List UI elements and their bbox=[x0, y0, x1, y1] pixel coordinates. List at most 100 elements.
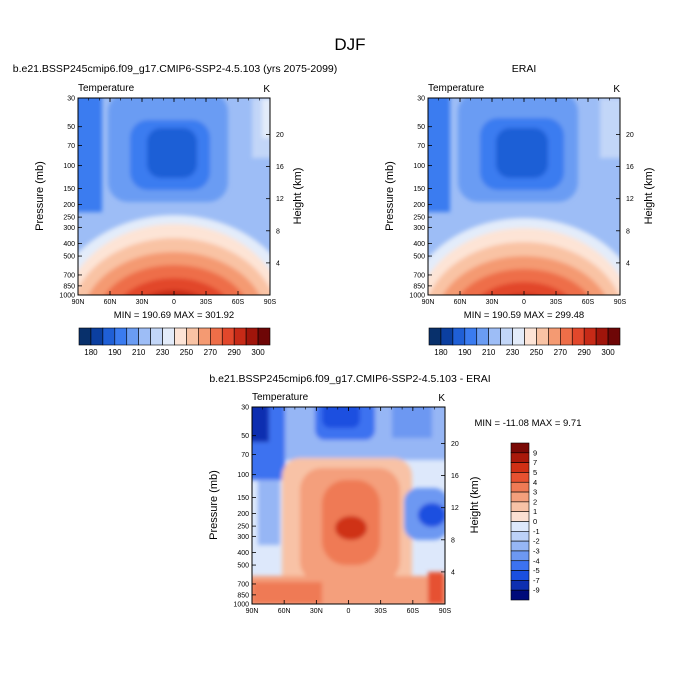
model-colorbar-box bbox=[102, 327, 116, 346]
difference-colorbar-box bbox=[510, 481, 530, 493]
diff-region-surface-right-hot bbox=[428, 572, 444, 604]
model-pressure-axis-title: Pressure (mb) bbox=[34, 161, 46, 231]
obs-x-tick-label: 90S bbox=[614, 299, 627, 306]
model-colorbar-box bbox=[78, 327, 92, 346]
diff-region-right-cold-blob bbox=[418, 503, 445, 527]
obs-y-tick-label: 850 bbox=[413, 283, 425, 290]
obs-y-tick-label: 30 bbox=[417, 96, 425, 103]
model-y-tick-label: 1000 bbox=[59, 293, 75, 300]
model-x-tick-label: 30N bbox=[136, 299, 149, 306]
model-height-tick-label: 12 bbox=[276, 196, 284, 203]
obs-colorbar-box bbox=[512, 327, 525, 346]
difference-colorbar-box bbox=[510, 521, 530, 532]
difference-colorbar-box bbox=[510, 589, 530, 601]
model-y-tick-label: 100 bbox=[63, 163, 75, 170]
model-colorbar: 180 190 210 230 250 270 290 300 bbox=[78, 327, 271, 357]
model-colorbar-box bbox=[186, 327, 199, 346]
difference-colorbar-box bbox=[510, 531, 530, 542]
difference-colorbar-label: -4 bbox=[533, 556, 540, 565]
difference-colorbar-label: 9 bbox=[533, 448, 537, 457]
model-colorbar-label: 230 bbox=[156, 348, 170, 357]
obs-y-tick-label: 250 bbox=[413, 215, 425, 222]
obs-y-tick-label: 300 bbox=[413, 225, 425, 232]
model-x-tick-label: 30S bbox=[200, 299, 213, 306]
obs-colorbar-box bbox=[595, 327, 609, 346]
obs-units-label: K bbox=[613, 84, 620, 95]
obs-colorbar-label: 180 bbox=[434, 348, 448, 357]
obs-panel-title: ERAI bbox=[512, 63, 537, 75]
model-colorbar-label: 270 bbox=[204, 348, 218, 357]
difference-colorbar-label: -9 bbox=[533, 586, 540, 595]
diff-region-surface-warm-left bbox=[252, 582, 322, 604]
difference-y-tick-label: 100 bbox=[237, 472, 249, 479]
difference-colorbar-box bbox=[510, 491, 530, 503]
model-colorbar-box bbox=[90, 327, 104, 346]
model-colorbar-box bbox=[257, 327, 271, 346]
model-colorbar-box bbox=[138, 327, 151, 346]
model-height-axis-title: Height (km) bbox=[292, 168, 304, 225]
model-colorbar-label: 180 bbox=[84, 348, 98, 357]
difference-y-tick-label: 50 bbox=[241, 433, 249, 440]
obs-height-tick-label: 12 bbox=[626, 196, 634, 203]
obs-colorbar-box bbox=[571, 327, 585, 346]
difference-colorbar-box bbox=[510, 442, 530, 454]
obs-pressure-axis-title: Pressure (mb) bbox=[384, 161, 396, 231]
diff-region-upper-center-colder bbox=[322, 407, 360, 428]
obs-y-tick-label: 700 bbox=[413, 272, 425, 279]
obs-colorbar-box bbox=[583, 327, 597, 346]
difference-height-tick-label: 20 bbox=[451, 441, 459, 448]
model-colorbar-box bbox=[174, 327, 187, 346]
obs-x-tick-label: 0 bbox=[522, 299, 526, 306]
difference-variable-label: Temperature bbox=[252, 392, 309, 403]
model-y-tick-label: 500 bbox=[63, 254, 75, 261]
model-colorbar-box bbox=[162, 327, 175, 346]
model-y-tick-label: 200 bbox=[63, 202, 75, 209]
model-colorbar-box bbox=[245, 327, 259, 346]
difference-colorbar-box bbox=[510, 452, 530, 463]
model-y-tick-label: 400 bbox=[63, 241, 75, 248]
obs-colorbar-label: 210 bbox=[482, 348, 496, 357]
obs-y-tick-label: 50 bbox=[417, 124, 425, 131]
difference-height-axis-title: Height (km) bbox=[469, 477, 481, 534]
model-height-tick-label: 4 bbox=[276, 260, 280, 267]
model-x-tick-label: 0 bbox=[172, 299, 176, 306]
obs-colorbar-box bbox=[476, 327, 489, 346]
diff-region-hot-core bbox=[335, 516, 367, 540]
model-colorbar-label: 190 bbox=[108, 348, 122, 357]
obs-region-tropical-cold-core bbox=[496, 128, 548, 178]
difference-x-tick-label: 90N bbox=[246, 608, 259, 615]
model-y-tick-label: 250 bbox=[63, 215, 75, 222]
difference-height-tick-label: 8 bbox=[451, 537, 455, 544]
difference-colorbar-box bbox=[510, 560, 530, 571]
difference-colorbar-box bbox=[510, 501, 530, 512]
obs-height-tick-label: 20 bbox=[626, 132, 634, 139]
model-y-tick-label: 300 bbox=[63, 225, 75, 232]
difference-x-tick-label: 0 bbox=[347, 608, 351, 615]
model-x-tick-label: 90S bbox=[264, 299, 277, 306]
obs-colorbar-box bbox=[488, 327, 501, 346]
model-panel: b.e21.BSSP245cmip6.f09_g17.CMIP6-SSP2-4.… bbox=[13, 63, 338, 357]
diff-region-left-mid-cool bbox=[258, 480, 280, 545]
diff-region-upper-right-cool bbox=[392, 407, 432, 438]
difference-x-tick-label: 60N bbox=[278, 608, 291, 615]
obs-colorbar-box bbox=[428, 327, 442, 346]
model-colorbar-box bbox=[114, 327, 128, 346]
model-x-tick-label: 90N bbox=[72, 299, 85, 306]
model-colorbar-box bbox=[150, 327, 163, 346]
obs-height-tick-label: 16 bbox=[626, 164, 634, 171]
obs-colorbar-label: 290 bbox=[578, 348, 592, 357]
obs-colorbar-label: 250 bbox=[530, 348, 544, 357]
model-heatmap bbox=[78, 98, 270, 295]
obs-colorbar-label: 300 bbox=[601, 348, 615, 357]
obs-x-tick-label: 30N bbox=[486, 299, 499, 306]
difference-colorbar-label: 1 bbox=[533, 507, 537, 516]
difference-y-tick-label: 700 bbox=[237, 581, 249, 588]
difference-panel: b.e21.BSSP245cmip6.f09_g17.CMIP6-SSP2-4.… bbox=[208, 373, 582, 615]
difference-units-label: K bbox=[438, 393, 445, 404]
model-min-max-stats: MIN = 190.69 MAX = 301.92 bbox=[114, 310, 234, 321]
obs-colorbar: 180 190 210 230 250 270 290 300 bbox=[428, 327, 621, 357]
obs-colorbar-box bbox=[560, 327, 573, 346]
obs-colorbar-label: 230 bbox=[506, 348, 520, 357]
obs-band-w5 bbox=[481, 282, 567, 295]
